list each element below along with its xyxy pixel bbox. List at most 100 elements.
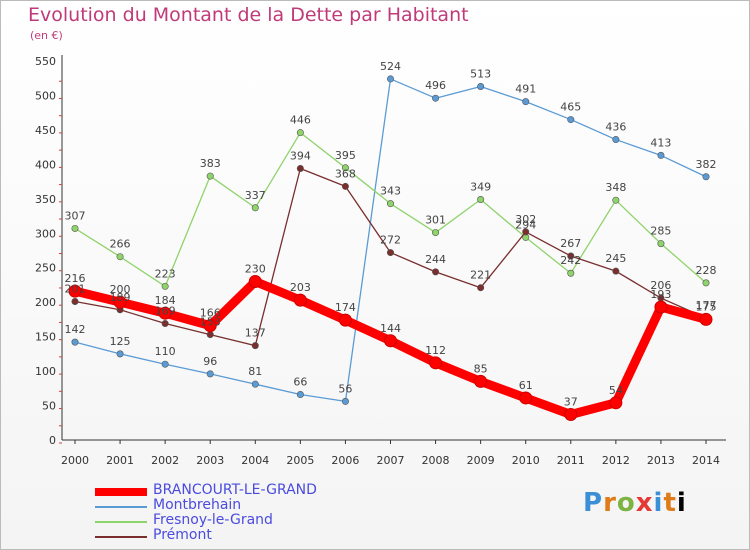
- legend-label-montbrehain: Montbrehain: [153, 497, 242, 513]
- data-point-fresnoy-le-grand: [432, 229, 440, 237]
- data-label-brancourt-le-grand: 216: [65, 272, 86, 285]
- y-tick-label: 450: [35, 124, 56, 137]
- x-tick-label: 2001: [106, 454, 134, 467]
- data-label-fresnoy-le-grand: 285: [650, 225, 671, 238]
- data-label-fresnoy-le-grand: 301: [425, 214, 446, 227]
- data-point-fresnoy-le-grand: [206, 172, 214, 180]
- x-tick-label: 2003: [196, 454, 224, 467]
- data-label-fresnoy-le-grand: 242: [560, 254, 581, 267]
- data-label-montbrehain: 465: [560, 101, 581, 114]
- chart-title: Evolution du Montant de la Dette par Hab…: [28, 4, 469, 26]
- data-point-montbrehain: [612, 136, 620, 144]
- data-label-brancourt-le-grand: 200: [110, 283, 131, 296]
- data-label-montbrehain: 382: [696, 158, 717, 171]
- data-label-fresnoy-le-grand: 383: [200, 157, 221, 170]
- data-label-montbrehain: 110: [155, 345, 176, 358]
- data-point-fresnoy-le-grand: [567, 269, 575, 277]
- data-label-brancourt-le-grand: 112: [425, 344, 446, 357]
- data-label-pr-mont: 302: [515, 213, 536, 226]
- data-label-pr-mont: 394: [290, 149, 311, 162]
- y-tick-label: 500: [35, 89, 56, 102]
- y-tick-label: 350: [35, 193, 56, 206]
- data-point-montbrehain: [206, 370, 214, 378]
- data-label-brancourt-le-grand: 193: [650, 288, 671, 301]
- data-point-brancourt-le-grand: [338, 313, 352, 327]
- data-point-fresnoy-le-grand: [71, 224, 79, 232]
- data-label-pr-mont: 221: [470, 269, 491, 282]
- data-label-fresnoy-le-grand: 349: [470, 181, 491, 194]
- data-point-fresnoy-le-grand: [386, 200, 394, 208]
- x-tick-label: 2010: [512, 454, 540, 467]
- legend-label-fresnoy-le-grand: Fresnoy-le-Grand: [153, 512, 273, 528]
- data-point-fresnoy-le-grand: [296, 129, 304, 137]
- data-label-montbrehain: 56: [338, 382, 352, 395]
- data-label-montbrehain: 96: [203, 355, 217, 368]
- y-tick-label: 550: [35, 55, 56, 68]
- data-point-pr-mont: [432, 268, 440, 276]
- y-tick-label: 300: [35, 227, 56, 240]
- data-label-montbrehain: 496: [425, 79, 446, 92]
- data-label-fresnoy-le-grand: 223: [155, 267, 176, 280]
- data-point-pr-mont: [386, 249, 394, 257]
- data-point-pr-mont: [296, 164, 304, 172]
- data-point-brancourt-le-grand: [384, 334, 397, 348]
- x-tick-label: 2002: [151, 454, 179, 467]
- data-label-brancourt-le-grand: 184: [155, 294, 176, 307]
- x-tick-label: 2008: [422, 454, 450, 467]
- legend-swatch-montbrehain: [95, 506, 147, 508]
- data-point-pr-mont: [71, 297, 79, 305]
- data-point-montbrehain: [522, 98, 530, 106]
- y-tick-label: 150: [35, 331, 56, 344]
- data-point-montbrehain: [251, 380, 259, 388]
- data-label-fresnoy-le-grand: 343: [380, 185, 401, 198]
- x-tick-label: 2012: [602, 454, 630, 467]
- data-label-brancourt-le-grand: 54: [609, 384, 623, 397]
- data-point-fresnoy-le-grand: [477, 196, 485, 204]
- data-label-pr-mont: 267: [560, 237, 581, 250]
- x-tick-label: 2006: [331, 454, 359, 467]
- data-label-fresnoy-le-grand: 228: [696, 264, 717, 277]
- x-tick-label: 2011: [557, 454, 585, 467]
- data-point-brancourt-le-grand: [564, 408, 578, 422]
- legend-swatch-pr-mont: [95, 536, 147, 538]
- data-label-montbrehain: 125: [110, 335, 131, 348]
- data-label-pr-mont: 189: [110, 291, 131, 304]
- x-tick-label: 2007: [377, 454, 405, 467]
- proxiti-logo: Proxiti: [583, 488, 687, 518]
- chart-subtitle: (en €): [30, 29, 63, 42]
- data-point-fresnoy-le-grand: [612, 196, 620, 204]
- legend-label-pr-mont: Prémont: [153, 527, 212, 543]
- x-tick-label: 2000: [61, 454, 89, 467]
- data-label-fresnoy-le-grand: 266: [110, 238, 131, 251]
- data-point-montbrehain: [432, 94, 440, 102]
- data-point-fresnoy-le-grand: [341, 164, 349, 172]
- data-point-brancourt-le-grand: [609, 396, 623, 410]
- data-label-brancourt-le-grand: 174: [335, 301, 356, 314]
- x-tick-label: 2005: [286, 454, 314, 467]
- data-label-fresnoy-le-grand: 395: [335, 149, 356, 162]
- y-tick-label: 250: [35, 262, 56, 275]
- data-label-montbrehain: 436: [605, 121, 626, 134]
- data-point-montbrehain: [71, 338, 79, 346]
- data-label-montbrehain: 66: [293, 376, 307, 389]
- data-label-fresnoy-le-grand: 337: [245, 189, 266, 202]
- legend-label-brancourt-le-grand: BRANCOURT-LE-GRAND: [153, 482, 317, 498]
- data-label-pr-mont: 177: [696, 299, 717, 312]
- data-point-pr-mont: [477, 284, 485, 292]
- data-point-brancourt-le-grand: [248, 275, 262, 289]
- data-point-fresnoy-le-grand: [251, 204, 259, 212]
- data-point-fresnoy-le-grand: [702, 279, 710, 287]
- data-point-fresnoy-le-grand: [657, 240, 665, 248]
- legend-swatch-fresnoy-le-grand: [95, 521, 147, 523]
- x-tick-label: 2013: [647, 454, 675, 467]
- data-point-brancourt-le-grand: [113, 295, 127, 309]
- data-label-pr-mont: 169: [155, 305, 176, 318]
- data-label-brancourt-le-grand: 203: [290, 281, 311, 294]
- data-label-montbrehain: 491: [515, 83, 536, 96]
- data-point-pr-mont: [341, 182, 349, 190]
- data-label-montbrehain: 142: [65, 323, 86, 336]
- data-label-montbrehain: 513: [470, 67, 491, 80]
- data-point-brancourt-le-grand: [203, 319, 217, 333]
- data-point-brancourt-le-grand: [519, 391, 533, 405]
